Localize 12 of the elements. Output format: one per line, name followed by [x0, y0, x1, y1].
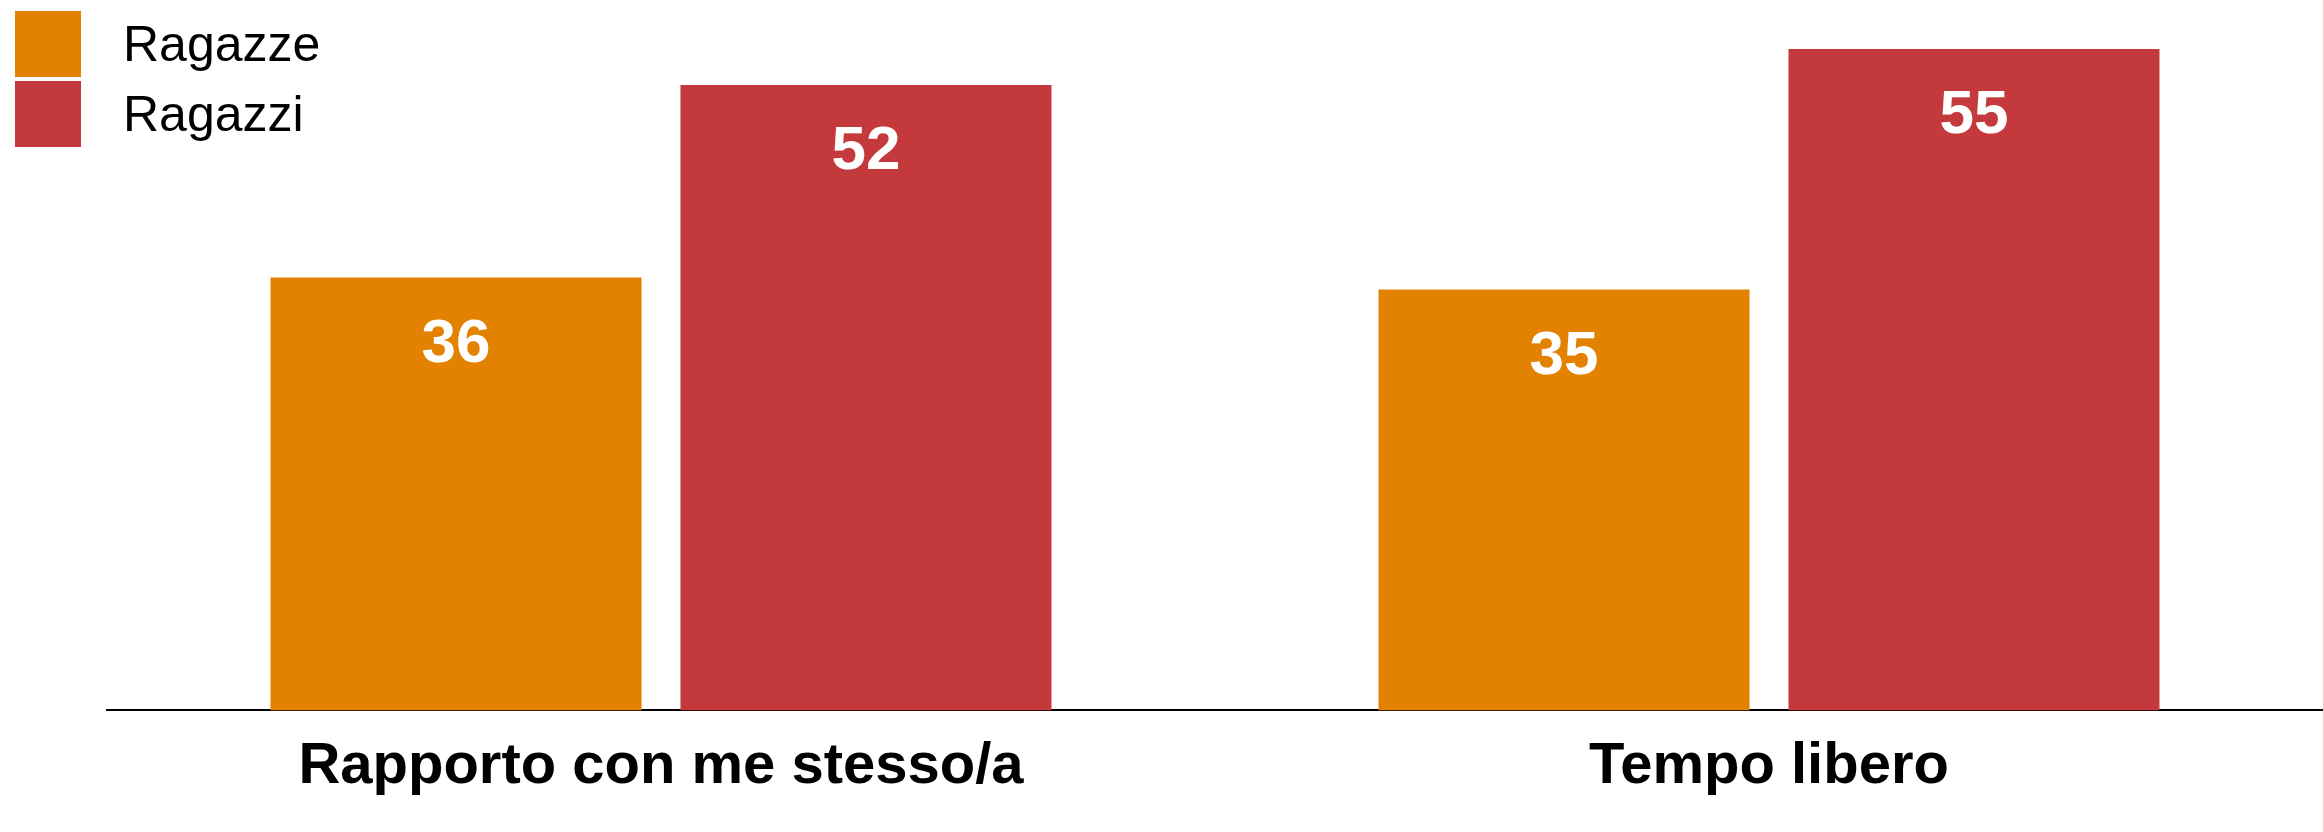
x-tick-label: Tempo libero	[1589, 730, 1949, 796]
x-tick-label: Rapporto con me stesso/a	[298, 730, 1025, 796]
data-label: 52	[831, 113, 901, 183]
data-label: 35	[1529, 317, 1599, 387]
bar	[680, 85, 1052, 711]
legend-label: Ragazze	[123, 14, 321, 73]
bar	[1378, 289, 1750, 711]
data-label: 55	[1939, 77, 2009, 147]
legend-label: Ragazzi	[123, 84, 304, 143]
bar	[1788, 49, 2160, 711]
data-label: 36	[421, 305, 491, 375]
bar	[270, 277, 642, 711]
